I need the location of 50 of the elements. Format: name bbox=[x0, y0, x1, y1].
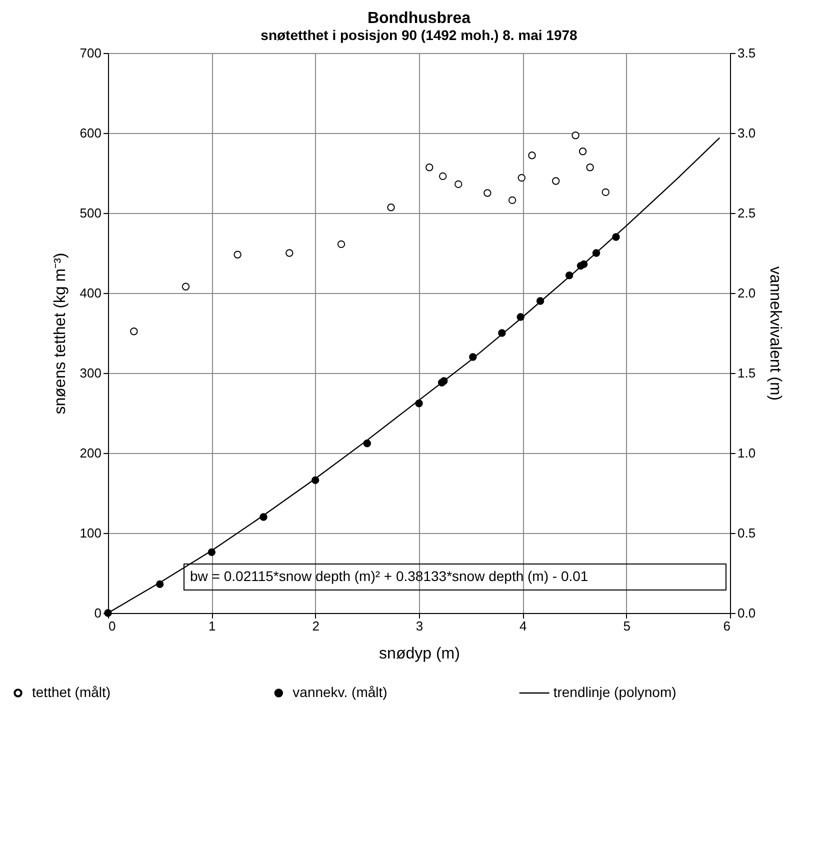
point bbox=[578, 148, 587, 156]
point bbox=[387, 204, 395, 212]
point bbox=[586, 164, 594, 172]
point bbox=[484, 189, 492, 197]
point bbox=[508, 196, 516, 204]
x-tick-label: 2 bbox=[312, 618, 320, 634]
y-tick-label: 200 bbox=[80, 446, 102, 460]
annotation: bw = 0.02115*snow depth (m)² + 0.38133*snow depth (m) - 0.01 bbox=[190, 568, 588, 584]
y-tick-label: 600 bbox=[80, 126, 102, 140]
x-axis-title: snødyp (m) bbox=[379, 646, 460, 662]
x-tick-label: 5 bbox=[623, 618, 630, 634]
point bbox=[182, 282, 190, 290]
point bbox=[454, 180, 462, 188]
y2-tick-label: 3.5 bbox=[738, 46, 756, 60]
point bbox=[426, 164, 434, 172]
x-tick-label: 0 bbox=[108, 618, 116, 634]
chart-title: Bondhusbrea bbox=[367, 10, 471, 27]
x-tick-label: 1 bbox=[208, 618, 216, 634]
y-tick-label: 400 bbox=[80, 286, 102, 300]
y2-tick-label: 1.5 bbox=[738, 366, 756, 380]
y-tick-label: 700 bbox=[80, 46, 102, 60]
y2-tick-label: 0.0 bbox=[738, 606, 756, 620]
x-tick-label: 3 bbox=[416, 618, 424, 634]
y2-axis-title: vannekvivalent (m) bbox=[766, 266, 784, 401]
chart-subtitle: snøtetthet i posisjon 90 (1492 moh.) 8. mai 1978 bbox=[260, 27, 578, 43]
point bbox=[602, 188, 610, 196]
y2-tick-label: 0.5 bbox=[738, 526, 756, 540]
point bbox=[130, 328, 138, 336]
y-tick-label: 500 bbox=[80, 206, 102, 220]
y2-tick-label: 3.0 bbox=[738, 126, 756, 140]
point bbox=[572, 132, 580, 140]
x-tick-label: 4 bbox=[520, 618, 527, 634]
y2-tick-label: 1.0 bbox=[738, 446, 756, 460]
point bbox=[518, 174, 526, 182]
y2-tick-label: 2.5 bbox=[738, 206, 756, 220]
point bbox=[438, 172, 447, 180]
point bbox=[337, 240, 346, 248]
y-tick-label: 0 bbox=[94, 606, 102, 620]
legend-label: vannekv. (målt) bbox=[292, 684, 388, 700]
y-tick-label: 100 bbox=[80, 526, 102, 540]
point bbox=[286, 249, 294, 257]
y-axis-title: snøens tetthet (kg m⁻³) bbox=[52, 252, 69, 414]
legend-label: trendlinje (polynom) bbox=[553, 684, 676, 700]
y2-tick-label: 2.0 bbox=[738, 286, 756, 300]
point bbox=[552, 177, 560, 185]
point bbox=[234, 250, 242, 258]
y-tick-label: 300 bbox=[80, 366, 102, 380]
point bbox=[528, 152, 536, 160]
x-tick-label: 6 bbox=[723, 618, 730, 634]
legend-label: tetthet (målt) bbox=[32, 684, 111, 700]
